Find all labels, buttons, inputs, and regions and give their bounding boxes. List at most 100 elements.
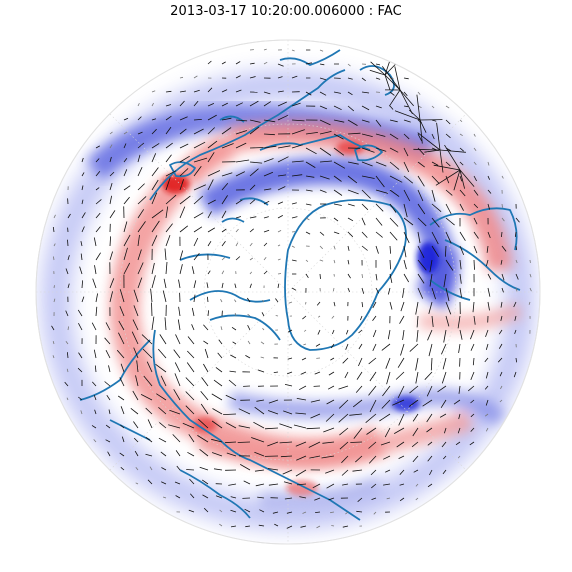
vector-arrow: [182, 422, 195, 429]
vector-arrow: [116, 349, 125, 359]
vector-arrow: [230, 509, 237, 513]
vector-arrow: [375, 245, 379, 254]
vector-arrow: [300, 371, 307, 375]
vector-arrow: [119, 377, 125, 387]
vector-arrow: [361, 189, 371, 199]
vector-arrow: [162, 290, 167, 303]
vector-arrow: [372, 329, 377, 338]
vector-arrow: [431, 231, 439, 245]
vector-arrow: [485, 399, 489, 406]
vector-arrow: [133, 347, 139, 359]
vector-arrow: [193, 89, 200, 93]
vector-arrow: [179, 206, 186, 219]
vector-arrow: [286, 371, 293, 375]
vector-arrow: [381, 66, 401, 91]
vector-arrow: [137, 234, 140, 247]
vector-arrow: [427, 329, 433, 341]
vector-arrow: [277, 244, 281, 247]
vector-arrow: [333, 189, 343, 196]
vector-arrow: [442, 357, 447, 370]
vector-arrow: [179, 155, 190, 163]
vector-arrow: [235, 171, 245, 177]
vector-arrow: [263, 61, 268, 65]
vector-arrow: [221, 210, 227, 219]
vector-arrow: [134, 450, 139, 457]
vector-arrow: [277, 186, 286, 191]
vector-arrow: [345, 343, 349, 350]
vector-arrow: [528, 301, 531, 305]
vector-arrow: [220, 326, 223, 331]
vector-arrow: [424, 371, 433, 380]
vector-arrow: [319, 119, 331, 126]
vector-arrow: [319, 63, 325, 66]
vector-arrow: [151, 90, 156, 93]
vector-arrow: [235, 89, 242, 93]
vector-arrow: [178, 306, 181, 317]
vector-arrow: [347, 161, 359, 165]
vector-arrow: [416, 329, 419, 342]
vector-arrow: [470, 399, 475, 404]
vector-arrow: [105, 439, 111, 443]
vector-arrow: [158, 406, 167, 415]
vector-arrow: [225, 422, 237, 429]
vector-arrow: [325, 469, 335, 474]
vector-arrow: [179, 264, 183, 275]
vector-arrow: [53, 285, 55, 289]
vector-arrow: [326, 399, 335, 405]
vector-arrow: [330, 511, 335, 514]
vector-arrow: [389, 203, 397, 213]
vector-arrow: [317, 315, 321, 318]
vector-arrow: [177, 319, 181, 331]
vector-arrow: [333, 301, 336, 307]
vector-arrow: [417, 259, 427, 271]
vector-arrow: [305, 62, 312, 65]
vector-arrow: [333, 147, 345, 156]
vector-arrow: [277, 101, 287, 107]
vector-arrow: [145, 407, 153, 415]
vector-arrow: [263, 188, 272, 191]
vector-arrow: [137, 183, 145, 191]
vector-arrow: [94, 409, 97, 415]
vector-arrow: [295, 441, 307, 447]
vector-arrow: [347, 245, 350, 251]
vector-arrow: [123, 221, 128, 233]
vector-arrow: [249, 184, 256, 191]
vector-arrow: [403, 245, 407, 258]
vector-arrow: [160, 375, 167, 387]
vector-arrow: [165, 115, 172, 121]
vector-arrow: [179, 168, 189, 177]
vector-arrow: [137, 249, 142, 261]
vector-arrow: [384, 74, 391, 91]
vector-arrow: [472, 301, 475, 313]
vector-arrow: [238, 425, 251, 429]
vector-arrow: [277, 201, 284, 205]
vector-arrow: [339, 427, 349, 436]
vector-arrow: [389, 133, 399, 140]
vector-arrow: [402, 329, 405, 340]
vector-arrow: [333, 133, 344, 140]
vector-arrow: [249, 161, 263, 164]
vector-arrow: [81, 157, 84, 163]
vector-arrow: [291, 174, 303, 177]
vector-arrow: [277, 283, 280, 289]
vector-arrow: [291, 216, 298, 219]
vector-arrow: [361, 175, 375, 179]
vector-arrow: [95, 226, 101, 233]
vector-arrow: [119, 289, 125, 303]
vector-arrow: [402, 287, 405, 298]
vector-arrow: [415, 483, 419, 487]
vector-arrow: [372, 315, 377, 321]
vector-arrow: [81, 185, 84, 191]
vector-arrow: [445, 287, 450, 302]
vector-arrow: [284, 384, 293, 387]
vector-arrow: [426, 385, 433, 397]
vector-arrow: [165, 234, 171, 247]
vector-arrow: [141, 334, 153, 345]
vector-arrow: [259, 509, 265, 513]
vector-arrow: [445, 161, 451, 167]
vector-arrow: [445, 203, 452, 215]
vector-arrow: [249, 257, 254, 261]
map-boundary: [35, 39, 541, 545]
vector-arrow: [53, 298, 56, 303]
vector-arrow: [235, 61, 241, 65]
